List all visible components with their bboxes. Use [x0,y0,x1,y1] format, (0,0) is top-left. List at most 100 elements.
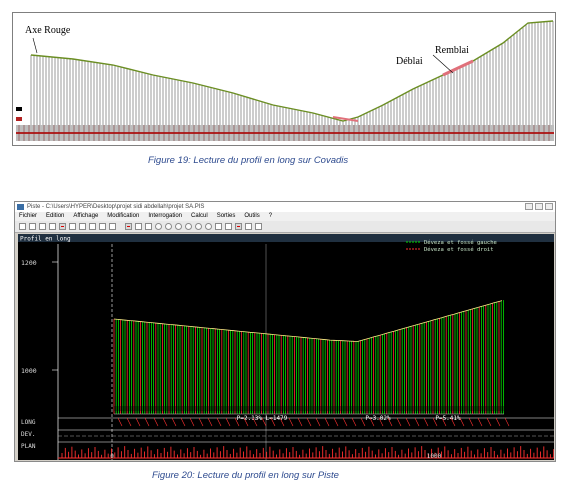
maximize-button[interactable] [535,203,543,210]
long-band-tick [351,417,357,427]
long-band-tick [162,417,168,427]
toolbar-button[interactable] [39,223,46,230]
figure-20-caption: Figure 20: Lecture du profil en long sur… [152,470,339,481]
long-band-tick [243,417,249,427]
covadis-profile-drawing [16,20,554,141]
zoom-tool-button[interactable] [175,223,182,230]
toolbar-button[interactable] [59,223,66,230]
long-band-tick [153,417,159,427]
long-band-tick [180,417,186,427]
toolbar-button[interactable] [29,223,36,230]
x-tick-label: 1000 [427,453,442,460]
toolbar-button[interactable] [49,223,56,230]
menu-bar: Fichier Edition Affichage Modification I… [15,212,555,221]
zoom-tool-button[interactable] [185,223,192,230]
figure-19-covadis-profile: Axe Rouge Déblai Remblai [12,12,556,146]
zoom-tool-button[interactable] [155,223,162,230]
long-band-tick [306,417,312,427]
menu-interrogation[interactable]: Interrogation [148,213,183,219]
long-band-tick [171,417,177,427]
toolbar-button[interactable] [145,223,152,230]
long-band-tick [495,417,501,427]
long-band-tick [324,417,330,427]
toolbar-button[interactable] [235,223,242,230]
long-band-tick [135,417,141,427]
app-icon [17,204,24,210]
grade-segment-label: P=5.41% [435,415,461,422]
long-band-tick [270,417,276,427]
long-band-tick [423,417,429,427]
window-titlebar: Piste - C:\Users\HYPER\Desktop\projet si… [15,202,555,212]
menu-help[interactable]: ? [268,213,273,219]
long-band-tick [477,417,483,427]
long-band-tick [360,417,366,427]
toolbar-button[interactable] [255,223,262,230]
toolbar-button[interactable] [245,223,252,230]
menu-sorties[interactable]: Sorties [216,213,236,219]
grade-segment-label: P=3.02% [365,415,391,422]
menu-affichage[interactable]: Affichage [73,213,99,219]
long-band-tick [117,417,123,427]
long-band-tick [279,417,285,427]
minimize-button[interactable] [525,203,533,210]
legend-label: Déveza et fossé droit [424,246,494,253]
toolbar-button[interactable] [99,223,106,230]
long-band-tick [450,417,456,427]
toolbar-button[interactable] [79,223,86,230]
remblai-leader [432,54,454,74]
axe-rouge-leader [32,37,38,54]
profile-canvas[interactable]: Profil en long Déveza et fossé gauche Déve… [18,234,554,460]
long-band-tick [414,417,420,427]
zoom-tool-button[interactable] [195,223,202,230]
panel-title-bar [18,234,554,242]
long-band-tick [198,417,204,427]
panel-title: Profil en long [20,236,71,243]
band-row-label: PLAN [21,443,36,450]
long-band-tick [396,417,402,427]
long-band-tick [315,417,321,427]
long-band-tick [369,417,375,427]
toolbar-button[interactable] [89,223,96,230]
long-band-tick [216,417,222,427]
menu-outils[interactable]: Outils [244,213,260,219]
toolbar-button[interactable] [19,223,26,230]
long-band-tick [333,417,339,427]
y-tick-label: 1000 [21,367,37,375]
remblai-highlight [442,59,474,77]
long-band-tick [261,417,267,427]
long-band-tick [144,417,150,427]
long-band-tick [504,417,510,427]
long-band-tick [297,417,303,427]
figure-19-caption: Figure 19: Lecture du profil en long sur… [148,155,349,166]
window-title: Piste - C:\Users\HYPER\Desktop\projet si… [27,204,205,210]
zoom-tool-button[interactable] [205,223,212,230]
menu-edition[interactable]: Edition [46,213,65,219]
zoom-tool-button[interactable] [165,223,172,230]
covadis-terrain-line [30,20,554,122]
long-band-tick [468,417,474,427]
close-button[interactable] [545,203,553,210]
long-band-tick [288,417,294,427]
toolbar-button[interactable] [135,223,142,230]
toolbar-button[interactable] [69,223,76,230]
menu-fichier[interactable]: Fichier [19,213,38,219]
toolbar-button[interactable] [125,223,132,230]
deblai-label: Déblai [396,56,423,67]
axe-rouge-label: Axe Rouge [25,25,71,36]
long-band-tick [486,417,492,427]
piste-profile-drawing: Profil en long Déveza et fossé gaucheDéve… [18,234,554,460]
terrain-profile-line [113,300,503,342]
band-row-label: DEV. [21,431,35,438]
x-tick-label: 0 [110,453,114,460]
menu-calcul[interactable]: Calcul [191,213,208,219]
long-band-tick [342,417,348,427]
covadis-left-marker [16,107,22,111]
toolbar-button[interactable] [225,223,232,230]
toolbar-button[interactable] [109,223,116,230]
long-band-tick [459,417,465,427]
menu-modification[interactable]: Modification [107,213,140,219]
long-band-tick [207,417,213,427]
toolbar-button[interactable] [215,223,222,230]
long-band-tick [378,417,384,427]
toolbar [15,221,555,233]
